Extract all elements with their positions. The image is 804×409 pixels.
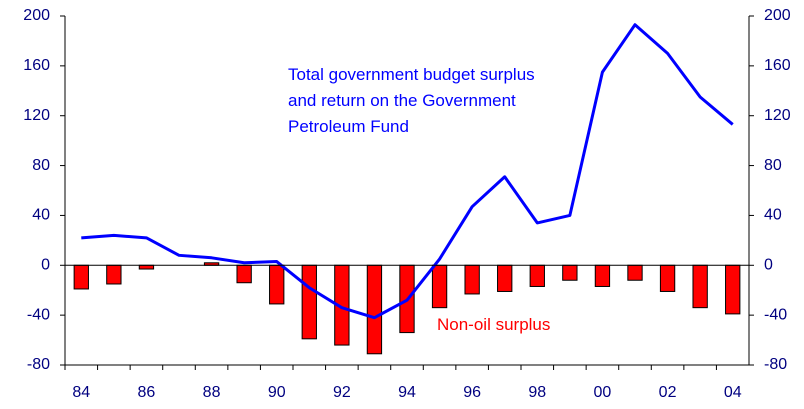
bar [236, 264, 252, 284]
y-tick-label: 160 [23, 57, 50, 74]
y2-tick-label: -80 [764, 356, 787, 373]
bar-annotation: Non-oil surplus [437, 315, 551, 334]
x-tick-label: 02 [659, 384, 677, 401]
bar [627, 264, 643, 281]
bar [73, 264, 89, 290]
bar [692, 264, 708, 309]
bar [106, 264, 122, 285]
bar [497, 264, 513, 292]
y2-tick-label: 40 [764, 207, 782, 224]
y2-tick-label: 0 [764, 257, 773, 274]
bar [431, 264, 448, 309]
x-tick-label: 84 [72, 384, 90, 401]
y2-tick-label: 200 [764, 7, 791, 24]
y2-tick-label: 120 [764, 107, 791, 124]
line-annotation: Total government budget surplus and retu… [288, 65, 535, 136]
bar [725, 264, 741, 315]
y-tick-label: 200 [23, 7, 50, 24]
bar [562, 264, 578, 281]
y-tick-label: 120 [23, 107, 50, 124]
x-tick-label: 86 [138, 384, 156, 401]
y2-tick-label: 80 [764, 157, 782, 174]
y-tick-label: 80 [32, 157, 50, 174]
y-tick-label: 0 [41, 257, 50, 274]
bar [659, 264, 676, 292]
bar [366, 264, 383, 355]
x-tick-label: 96 [463, 384, 481, 401]
y2-tick-label: -40 [764, 306, 787, 323]
line [81, 23, 734, 320]
x-tick-label: 90 [268, 384, 286, 401]
bar [269, 264, 285, 305]
bar [464, 264, 480, 295]
y-tick-label: -40 [27, 306, 50, 323]
x-tick-label: 04 [724, 384, 742, 401]
x-tick-label: 92 [333, 384, 351, 401]
bar [594, 264, 611, 287]
y-tick-label: -80 [27, 356, 50, 373]
x-tick-label: 00 [594, 384, 612, 401]
bar [301, 264, 317, 340]
y2-tick-label: 160 [764, 57, 791, 74]
bar [138, 264, 155, 270]
x-tick-label: 88 [203, 384, 221, 401]
bar [529, 264, 545, 287]
x-tick-label: 98 [528, 384, 546, 401]
y-tick-label: 40 [32, 207, 50, 224]
x-tick-label: 94 [398, 384, 416, 401]
